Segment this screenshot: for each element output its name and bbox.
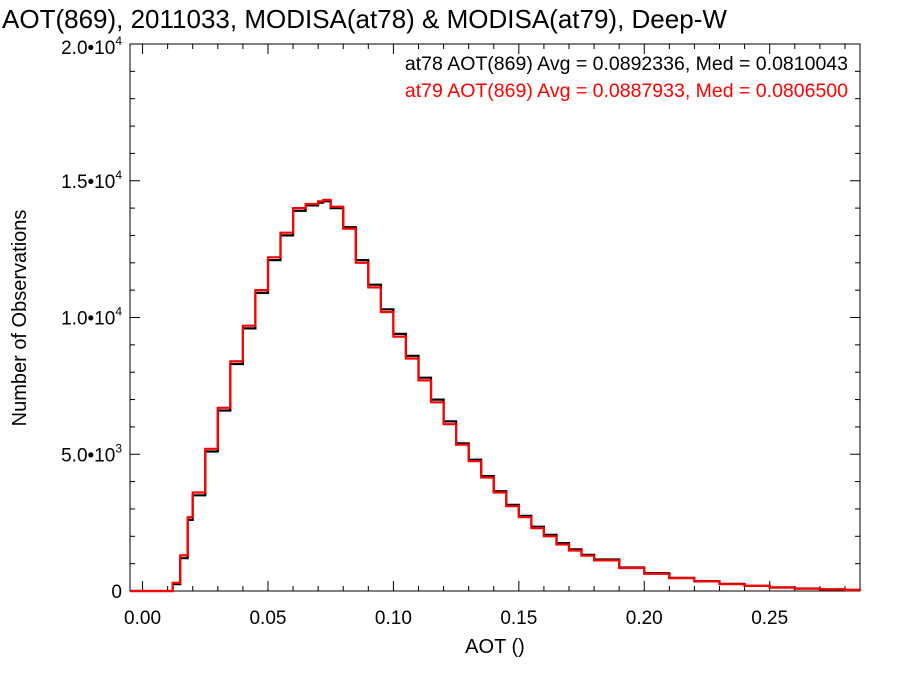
x-axis-label: AOT () [465, 636, 525, 658]
y-tick-label: 0 [111, 582, 122, 603]
x-tick-label: 0.15 [500, 608, 537, 629]
y-tick-label: 1.0•104 [61, 305, 122, 330]
y-axis-label: Number of Observations [9, 210, 31, 427]
y-tick-label: 2.0•104 [61, 34, 122, 59]
x-tick-labels: 0.00 0.05 0.10 0.15 0.20 0.25 [124, 608, 788, 629]
x-tick-label: 0.10 [375, 608, 412, 629]
y-tick-label: 1.5•104 [61, 168, 122, 193]
x-tick-label: 0.25 [751, 608, 788, 629]
plot-area-frame [129, 43, 861, 592]
y-tick-label: 5.0•103 [61, 441, 122, 466]
series-line-at79 [130, 198, 862, 593]
at79-stats-annotation: at79 AOT(869) Avg = 0.0887933, Med = 0.0… [405, 80, 848, 102]
at78-stats-annotation: at78 AOT(869) Avg = 0.0892336, Med = 0.0… [405, 53, 848, 75]
axis-ticks [130, 43, 860, 592]
x-tick-label: 0.20 [626, 608, 663, 629]
chart-title: AOT(869), 2011033, MODISA(at78) & MODISA… [2, 4, 727, 34]
series-line-at78 [130, 200, 862, 593]
x-tick-label: 0.05 [249, 608, 286, 629]
series-lines [130, 198, 862, 593]
x-tick-label: 0.00 [124, 608, 161, 629]
y-tick-labels: 0 5.0•103 1.0•104 1.5•104 2.0•104 [61, 34, 122, 603]
